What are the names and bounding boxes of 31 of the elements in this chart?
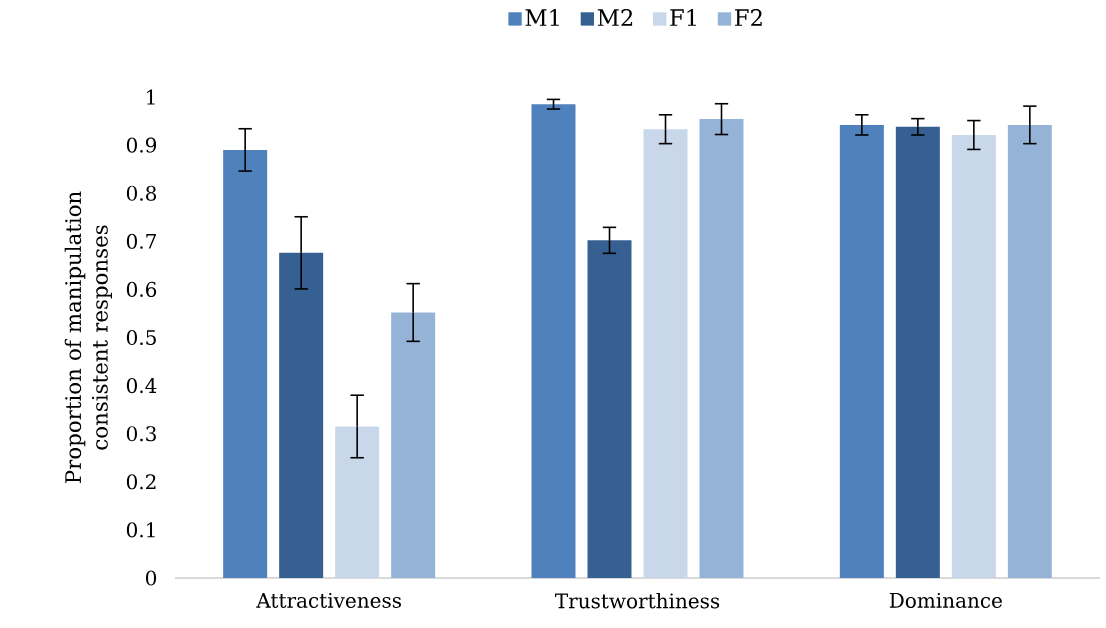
- y-axis-title: Proportion of manipulation consistent responses: [64, 191, 112, 484]
- y-tick-label: 0.5: [126, 329, 156, 346]
- legend-label: M1: [525, 9, 559, 26]
- legend-label: F1: [670, 9, 696, 26]
- bar: [587, 240, 632, 578]
- bar: [279, 252, 324, 578]
- y-tick-label: 1: [147, 89, 155, 105]
- y-tick-label: 0.6: [126, 281, 157, 297]
- bar: [699, 119, 744, 578]
- bar: [839, 124, 884, 578]
- x-tick-label: Attractiveness: [256, 592, 401, 608]
- y-tick-label: 0.7: [126, 233, 156, 249]
- y-tick-label: 0.9: [126, 137, 157, 153]
- legend-label: F2: [735, 9, 762, 26]
- bar: [643, 129, 688, 578]
- x-tick-label: Trustworthiness: [555, 592, 720, 609]
- y-tick-label: 0.8: [126, 185, 157, 201]
- x-tick-label: Dominance: [889, 592, 1002, 608]
- bar: [531, 104, 576, 578]
- y-tick-label: 0.2: [126, 474, 156, 490]
- legend-label: M2: [597, 9, 633, 26]
- bar: [951, 134, 996, 578]
- y-tick-label: 0.1: [126, 522, 155, 538]
- y-tick-label: 0.3: [126, 426, 156, 442]
- bar: [223, 149, 268, 578]
- y-tick-label: 0: [145, 570, 157, 586]
- bar: [391, 312, 436, 578]
- bar: [1007, 124, 1052, 578]
- bar: [335, 426, 380, 578]
- y-tick-label: 0.4: [126, 378, 157, 394]
- bar: [895, 126, 940, 578]
